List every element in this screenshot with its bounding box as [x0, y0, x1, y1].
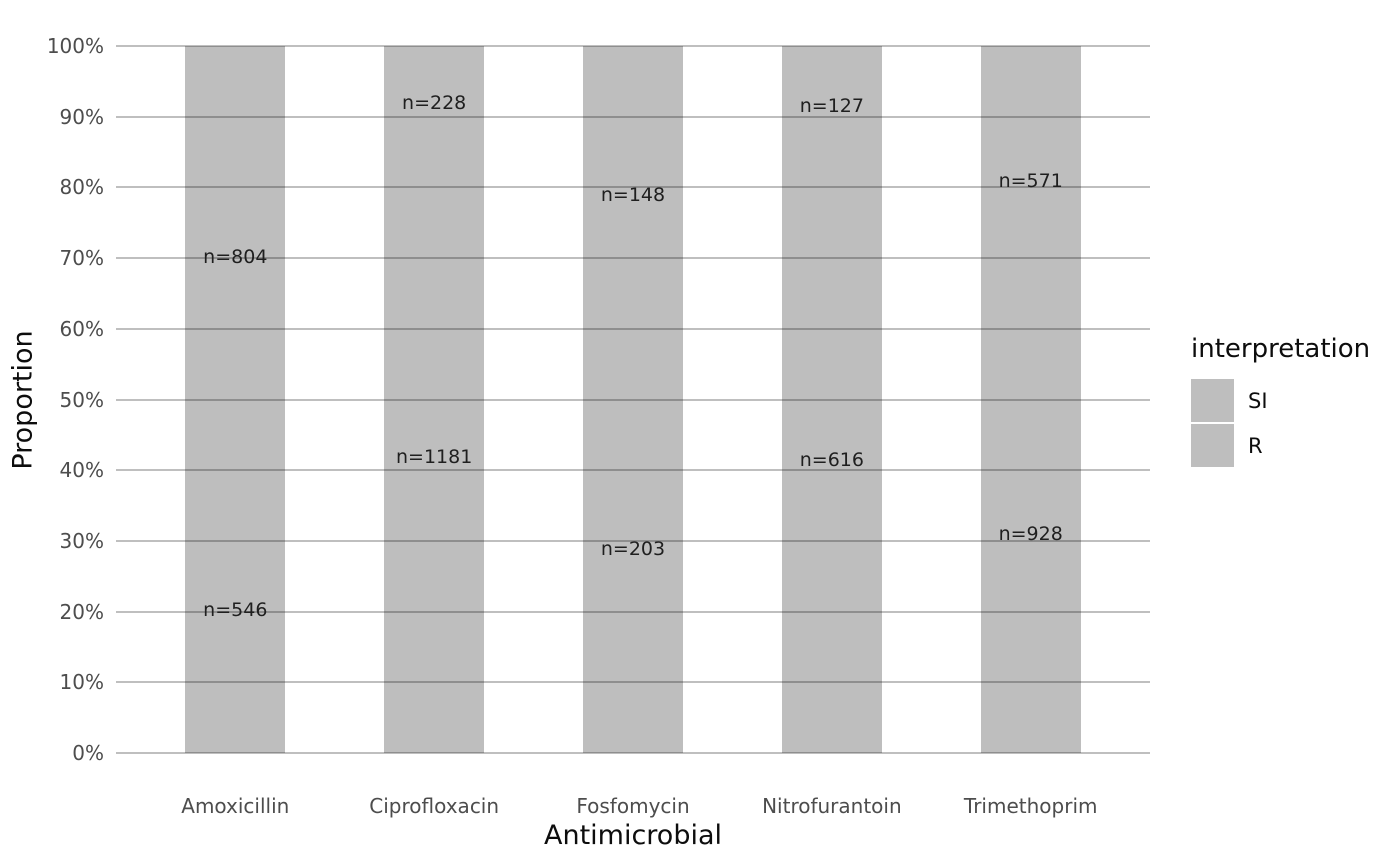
y-tick-label-80%: 80% — [59, 175, 104, 200]
bar-segment-trimethoprim-si — [980, 46, 1081, 316]
legend: interpretation SI R — [1191, 334, 1370, 469]
gridline-50% — [116, 398, 1150, 401]
bar-segment-ciprofloxacin-r — [384, 160, 485, 753]
y-tick-label-10%: 10% — [59, 670, 104, 695]
y-tick-label-100%: 100% — [46, 34, 104, 58]
bar-segment-ciprofloxacin-si — [384, 46, 485, 161]
bar-count-label-ciprofloxacin-r: n=1181 — [395, 445, 473, 468]
gridline-20% — [116, 610, 1150, 613]
legend-label-r: R — [1248, 433, 1263, 458]
gridline-100% — [116, 45, 1150, 47]
bar-segment-fosfomycin-r — [583, 344, 683, 753]
y-tick-label-50%: 50% — [59, 387, 104, 412]
y-tick-label-60%: 60% — [59, 316, 104, 341]
y-tick-label-20%: 20% — [59, 599, 104, 624]
legend-item-r: R — [1191, 424, 1370, 467]
gridline-10% — [116, 681, 1150, 684]
x-tick-label-nitrofurantoin: Nitrofurantoin — [762, 794, 902, 818]
bar-segment-nitrofurantoin-si — [781, 46, 882, 167]
bar-count-label-amoxicillin-r: n=546 — [203, 599, 268, 622]
y-tick-label-90%: 90% — [59, 104, 104, 129]
bar-count-label-ciprofloxacin-si: n=228 — [402, 92, 467, 115]
bar-segment-nitrofurantoin-r — [781, 166, 882, 753]
bar-segment-trimethoprim-r — [980, 315, 1081, 753]
y-tick-label-0%: 0% — [72, 741, 104, 765]
gridline-30% — [116, 539, 1150, 542]
bar-count-label-fosfomycin-si: n=148 — [600, 184, 666, 207]
legend-key-r — [1191, 424, 1234, 467]
bar-count-label-nitrofurantoin-si: n=127 — [799, 95, 864, 118]
legend-key-si — [1191, 379, 1234, 422]
legend-item-si: SI — [1191, 379, 1370, 422]
x-tick-label-trimethoprim: Trimethoprim — [963, 794, 1098, 818]
gridline-0% — [116, 752, 1150, 754]
x-axis-title: Antimicrobial — [543, 820, 723, 851]
bar-segment-fosfomycin-si — [583, 46, 683, 345]
gridline-70% — [116, 257, 1150, 260]
y-tick-label-40%: 40% — [59, 458, 104, 483]
bar-count-label-amoxicillin-si: n=804 — [203, 245, 268, 268]
y-tick-label-70%: 70% — [59, 246, 104, 271]
gridline-40% — [116, 469, 1150, 472]
bar-segment-amoxicillin-r — [185, 467, 286, 753]
bar-count-label-nitrofurantoin-r: n=616 — [799, 448, 864, 471]
gridline-80% — [116, 186, 1150, 189]
bar-count-label-trimethoprim-r: n=928 — [998, 523, 1063, 546]
x-tick-label-ciprofloxacin: Ciprofloxacin — [369, 794, 500, 818]
bar-segment-amoxicillin-si — [185, 46, 286, 468]
legend-label-si: SI — [1248, 388, 1268, 413]
y-tick-label-30%: 30% — [59, 528, 104, 553]
x-tick-label-amoxicillin: Amoxicillin — [181, 794, 290, 818]
gridline-60% — [116, 327, 1150, 330]
bar-count-label-fosfomycin-r: n=203 — [600, 537, 666, 560]
x-tick-label-fosfomycin: Fosfomycin — [576, 794, 690, 818]
legend-title: interpretation — [1191, 334, 1371, 364]
bar-count-label-trimethoprim-si: n=571 — [998, 169, 1063, 192]
gridline-90% — [116, 115, 1150, 118]
